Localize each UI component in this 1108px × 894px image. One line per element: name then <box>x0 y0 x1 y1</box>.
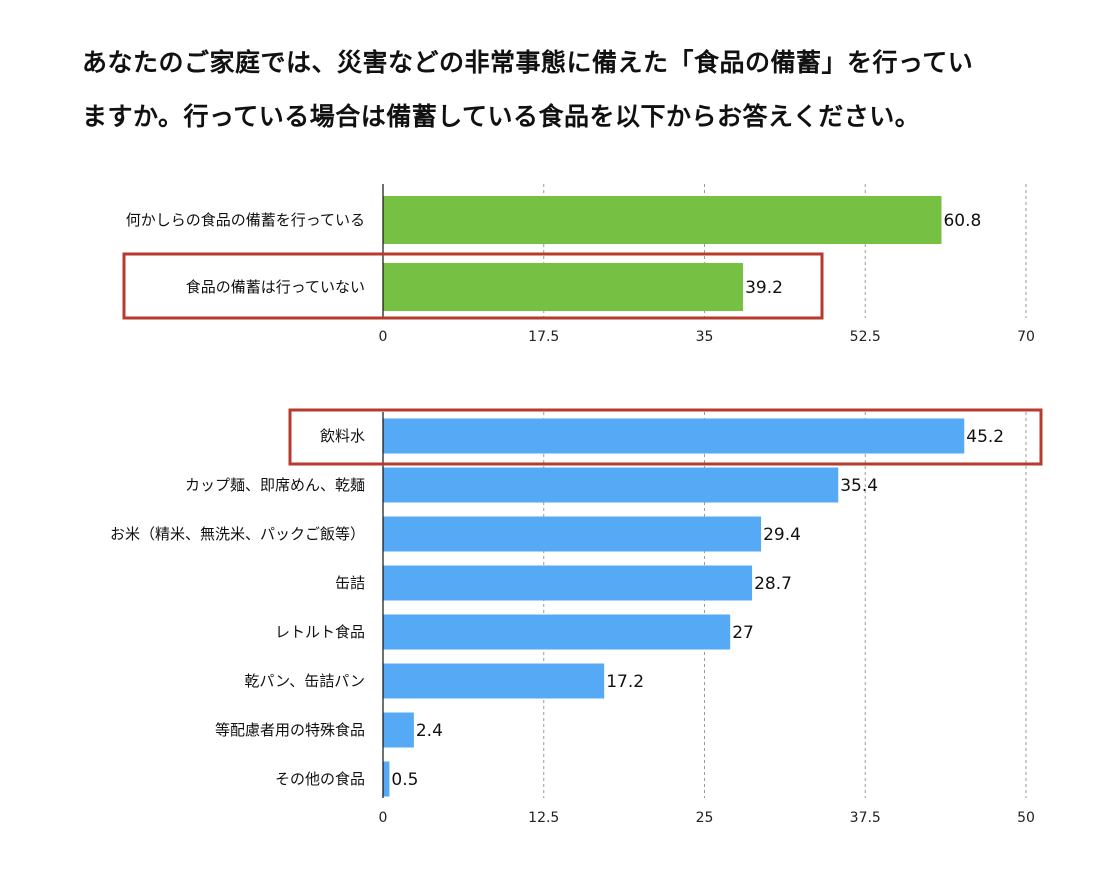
x-tick-label: 37.5 <box>850 810 881 826</box>
category-label: カップ麺、即席めん、乾麺 <box>185 476 365 494</box>
bar <box>383 663 605 699</box>
data-label: 45.2 <box>966 427 1004 447</box>
category-label: 飲料水 <box>320 427 365 445</box>
x-tick-label: 17.5 <box>528 329 559 345</box>
x-tick-label: 0 <box>379 329 388 345</box>
bar <box>383 761 390 797</box>
highlight-box <box>288 408 1043 466</box>
data-label: 0.5 <box>391 770 418 790</box>
bar <box>383 516 762 552</box>
bar <box>383 263 744 311</box>
category-label: レトルト食品 <box>275 623 365 641</box>
x-tick-label: 0 <box>379 810 388 826</box>
bar <box>383 196 942 244</box>
category-label: その他の食品 <box>275 770 365 788</box>
category-label: 乾パン、缶詰パン <box>244 672 365 690</box>
bar <box>383 467 839 503</box>
x-tick-label: 52.5 <box>850 329 881 345</box>
x-tick-label: 25 <box>696 810 714 826</box>
highlight-box <box>122 252 824 320</box>
category-label: 等配慮者用の特殊食品 <box>215 721 365 739</box>
category-label: 缶詰 <box>335 574 365 592</box>
x-tick-label: 35 <box>696 329 714 345</box>
data-label: 2.4 <box>416 721 443 741</box>
data-label: 35.4 <box>840 476 878 496</box>
data-label: 29.4 <box>763 525 801 545</box>
x-tick-label: 50 <box>1017 810 1035 826</box>
chart-title: あなたのご家庭では、災害などの非常事態に備えた「食品の備蓄」を行ってい ますか。… <box>82 36 1072 144</box>
category-label: 何かしらの食品の備蓄を行っている <box>126 211 365 229</box>
bar <box>383 418 965 454</box>
title-line-2: ますか。行っている場合は備蓄している食品を以下からお答えください。 <box>82 102 921 131</box>
data-label: 39.2 <box>745 278 783 298</box>
data-label: 27 <box>732 623 754 643</box>
data-label: 28.7 <box>754 574 792 594</box>
x-tick-label: 12.5 <box>528 810 559 826</box>
data-label: 17.2 <box>606 672 644 692</box>
category-label: 食品の備蓄は行っていない <box>186 278 365 296</box>
x-tick-label: 70 <box>1017 329 1035 345</box>
title-line-1: あなたのご家庭では、災害などの非常事態に備えた「食品の備蓄」を行ってい <box>82 48 974 77</box>
bar <box>383 565 753 601</box>
category-label: お米（精米、無洗米、パックご飯等） <box>110 525 365 543</box>
data-label: 60.8 <box>943 211 981 231</box>
bar <box>383 712 414 748</box>
bar <box>383 614 731 650</box>
